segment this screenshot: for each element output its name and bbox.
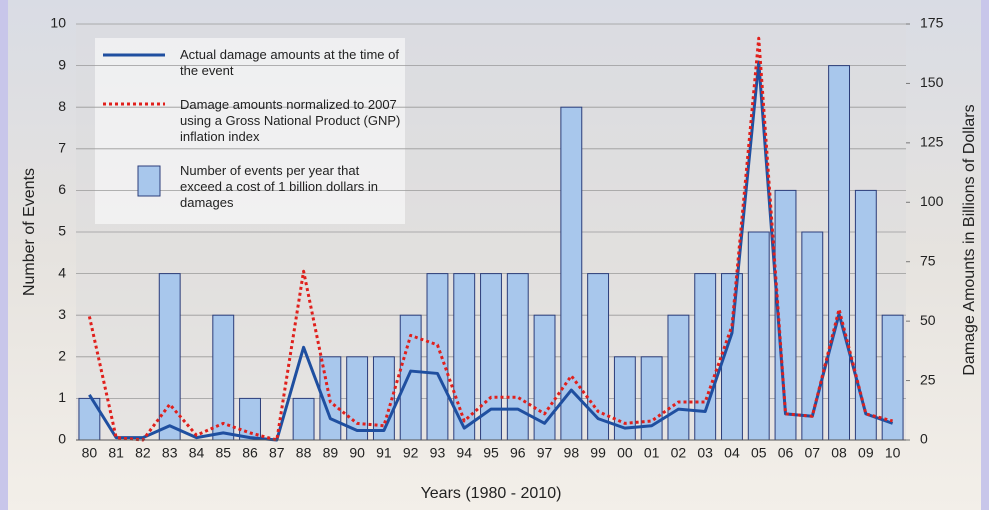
y-tick-label: 9: [58, 56, 66, 72]
x-tick-label: 90: [349, 445, 365, 461]
x-tick-label: 80: [82, 445, 98, 461]
x-tick-label: 04: [724, 445, 740, 461]
x-tick-label: 01: [644, 445, 660, 461]
legend-key: [137, 165, 161, 197]
x-tick-label: 86: [242, 445, 258, 461]
y-tick-label: 5: [58, 223, 66, 239]
x-tick-label: 97: [537, 445, 553, 461]
y2-tick-label: 50: [920, 312, 936, 328]
x-tick-label: 91: [376, 445, 392, 461]
legend-label: Damage amounts normalized to 2007 using …: [180, 97, 401, 144]
y-tick-label: 6: [58, 181, 66, 197]
line: [87, 36, 893, 442]
x-tick-label: 07: [805, 445, 821, 461]
x-axis-title: Years (1980 - 2010): [421, 485, 562, 502]
y2-tick-label: 0: [920, 431, 928, 447]
y2-tick-label: 25: [920, 371, 936, 387]
line: [88, 60, 894, 442]
y-tick-label: 8: [58, 98, 66, 114]
y-tick-label: 3: [58, 306, 66, 322]
bar: [587, 273, 610, 441]
x-tick-label: 06: [778, 445, 794, 461]
x-tick-label: 98: [564, 445, 580, 461]
y2-tick-label: 100: [920, 193, 944, 209]
bar: [292, 397, 315, 441]
y2-axis-title: Damage Amounts in Billions of Dollars: [961, 104, 978, 375]
y-tick-label: 7: [58, 140, 66, 156]
y-axis-title: Number of Events: [21, 168, 38, 296]
y-tick-label: 4: [58, 264, 66, 280]
x-tick-label: 94: [456, 445, 472, 461]
x-tick-label: 00: [617, 445, 633, 461]
x-tick-label: 09: [858, 445, 874, 461]
bar: [854, 189, 877, 441]
x-tick-label: 89: [323, 445, 339, 461]
bar: [801, 231, 824, 441]
x-tick-label: 95: [483, 445, 499, 461]
bar: [212, 314, 235, 441]
x-tick-label: 96: [510, 445, 526, 461]
x-tick-label: 92: [403, 445, 419, 461]
bar: [694, 273, 717, 441]
x-tick-label: 93: [430, 445, 446, 461]
bar: [667, 314, 690, 441]
x-tick-label: 05: [751, 445, 767, 461]
x-tick-label: 84: [189, 445, 205, 461]
y-tick-label: 10: [50, 15, 66, 31]
legend-label: Number of events per year that exceed a …: [180, 163, 379, 210]
x-tick-label: 02: [671, 445, 687, 461]
bar: [426, 273, 449, 441]
x-tick-label: 10: [885, 445, 901, 461]
bar: [747, 231, 770, 441]
x-tick-label: 08: [831, 445, 847, 461]
x-tick-label: 85: [215, 445, 231, 461]
y2-tick-label: 75: [920, 252, 936, 268]
x-tick-label: 87: [269, 445, 285, 461]
y-tick-label: 0: [58, 431, 66, 447]
x-tick-label: 88: [296, 445, 312, 461]
y-tick-label: 1: [58, 389, 66, 405]
x-tick-label: 83: [162, 445, 178, 461]
bar: [506, 273, 529, 441]
bar: [828, 65, 851, 441]
x-tick-label: 03: [697, 445, 713, 461]
y2-tick-label: 125: [920, 134, 944, 150]
y2-tick-label: 175: [920, 15, 944, 31]
y2-tick-label: 150: [920, 74, 944, 90]
x-tick-label: 82: [135, 445, 151, 461]
x-tick-label: 99: [590, 445, 606, 461]
y-tick-label: 2: [58, 348, 66, 364]
x-tick-label: 81: [108, 445, 124, 461]
legend-label: Actual damage amounts at the time of the…: [180, 47, 399, 78]
